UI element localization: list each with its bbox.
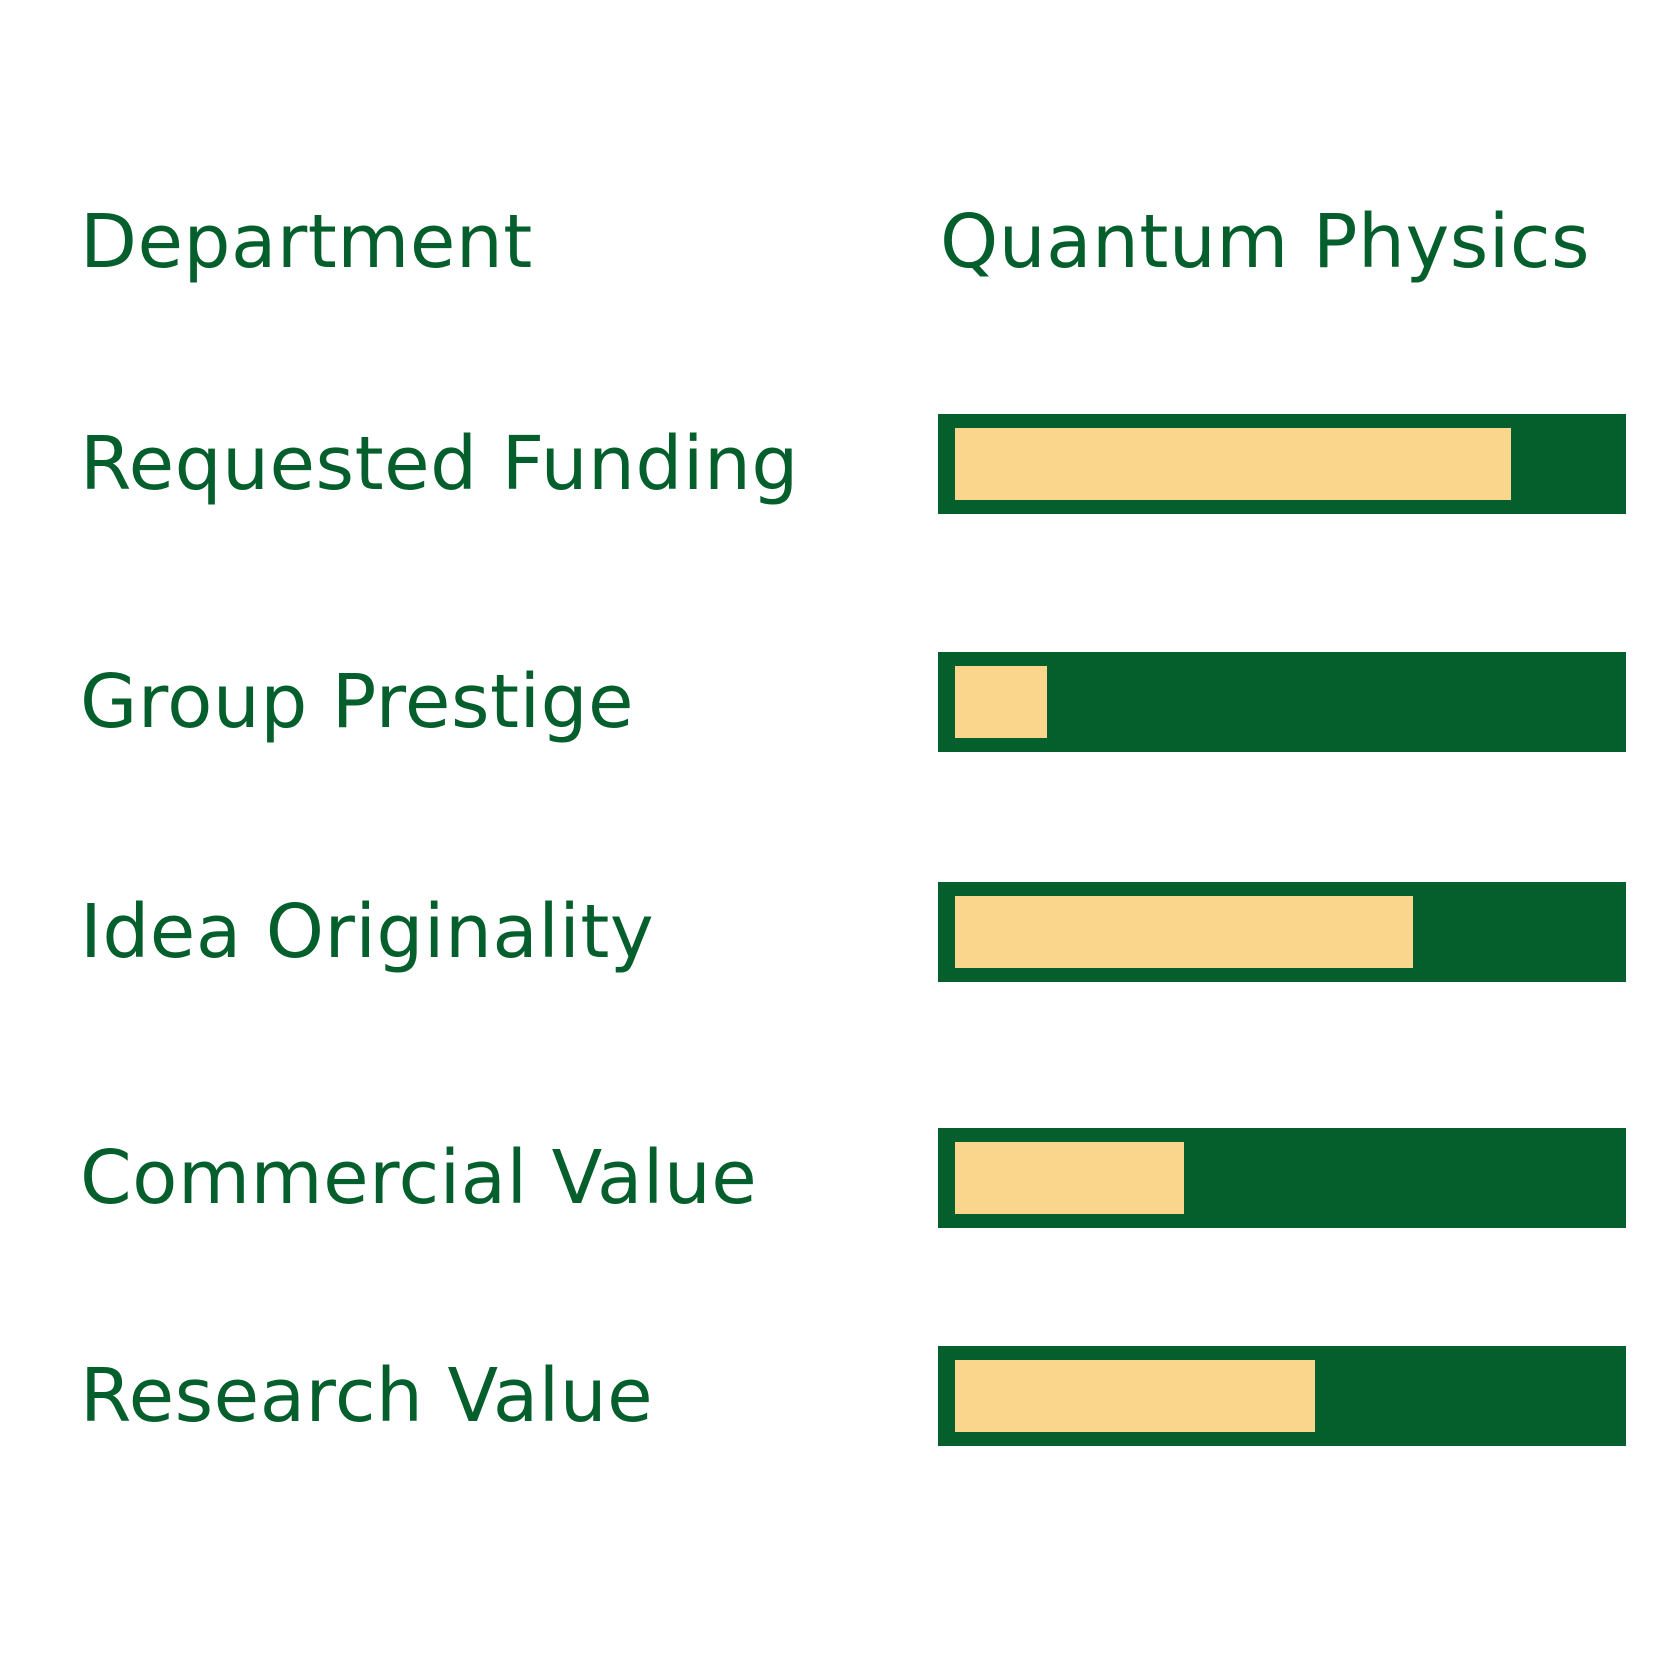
metric-bar-track bbox=[938, 1346, 1626, 1446]
metric-bar-track bbox=[938, 882, 1626, 982]
metric-row-research-value: Research Value bbox=[0, 1346, 1654, 1446]
metric-bar-fill bbox=[955, 1360, 1315, 1432]
department-row: Department Quantum Physics bbox=[0, 192, 1654, 292]
department-label: Department bbox=[80, 199, 533, 285]
metric-bar-fill bbox=[955, 1142, 1184, 1214]
metric-label: Group Prestige bbox=[80, 659, 635, 745]
metric-bar-fill bbox=[955, 896, 1413, 968]
metric-row-commercial-value: Commercial Value bbox=[0, 1128, 1654, 1228]
metric-bar-track bbox=[938, 652, 1626, 752]
metric-label: Research Value bbox=[80, 1353, 654, 1439]
metric-bar-track bbox=[938, 1128, 1626, 1228]
metric-row-idea-originality: Idea Originality bbox=[0, 882, 1654, 982]
department-value: Quantum Physics bbox=[940, 199, 1591, 285]
metric-bar-track bbox=[938, 414, 1626, 514]
metric-bar-fill bbox=[955, 666, 1047, 738]
metric-label: Commercial Value bbox=[80, 1135, 758, 1221]
metric-bar-fill bbox=[955, 428, 1511, 500]
metric-label: Requested Funding bbox=[80, 421, 799, 507]
metric-row-requested-funding: Requested Funding bbox=[0, 414, 1654, 514]
metric-row-group-prestige: Group Prestige bbox=[0, 652, 1654, 752]
metric-label: Idea Originality bbox=[80, 889, 655, 975]
